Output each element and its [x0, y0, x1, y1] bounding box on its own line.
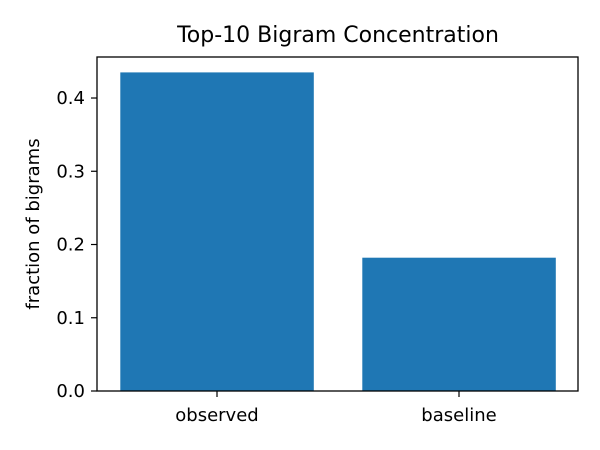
y-axis: 0.0 0.1 0.2 0.3 0.4: [56, 88, 97, 402]
plot-frame: [96, 56, 579, 392]
y-axis-label: fraction of bigrams: [23, 138, 44, 309]
bars-group: [120, 72, 556, 392]
y-tick-label: 0.4: [56, 88, 85, 109]
y-tick-label: 0.2: [56, 235, 85, 256]
chart-title: Top-10 Bigram Concentration: [176, 23, 499, 48]
x-axis: observed baseline: [175, 391, 497, 426]
y-tick-label: 0.3: [56, 161, 85, 182]
y-tick-label: 0.0: [56, 381, 85, 402]
bar-observed: [120, 72, 314, 392]
y-tick-label: 0.1: [56, 308, 85, 329]
bar-baseline: [362, 257, 556, 391]
x-tick-label: observed: [175, 405, 258, 426]
x-tick-label: baseline: [421, 405, 496, 426]
